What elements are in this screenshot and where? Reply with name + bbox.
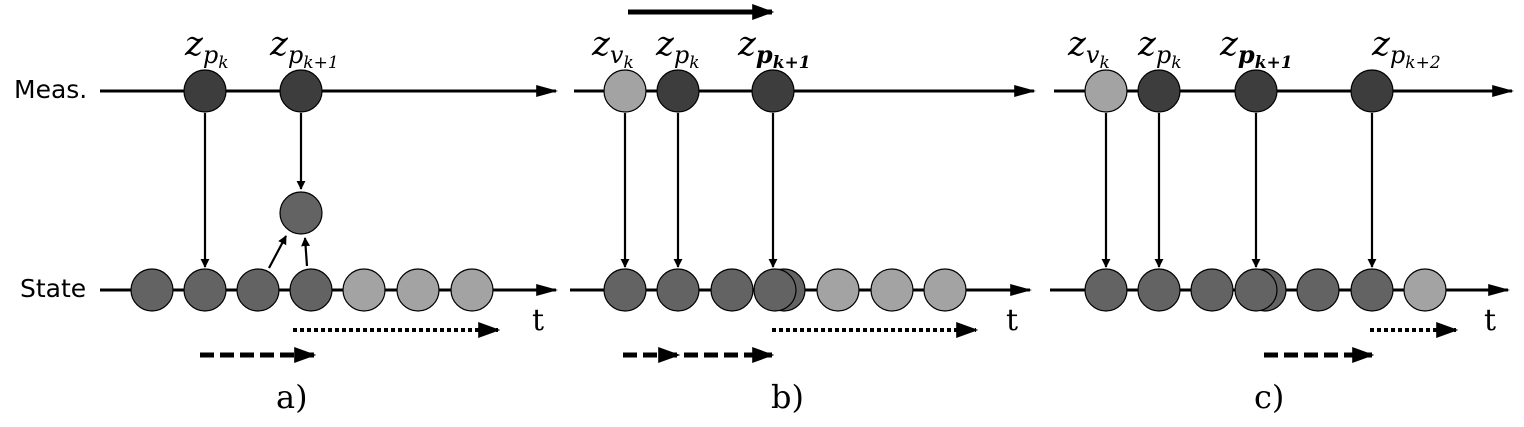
panel-c-meas-label-1: zpk (1137, 24, 1182, 73)
panel-a: t zpk zpk+1 a) (100, 24, 559, 416)
panel-c-state-node (1084, 268, 1128, 312)
panel-b-state-node (753, 268, 797, 312)
panel-b-caption: b) (771, 378, 804, 416)
panel-b-meas-node-vk (603, 69, 647, 113)
panel-c-state-node (1137, 268, 1181, 312)
panel-a-arrow-merge-left (268, 235, 287, 269)
panel-c-meas-label-3: zpk+2 (1371, 24, 1441, 73)
panel-c-state-node (1350, 268, 1394, 312)
panel-b-meas-label-1: zpk (655, 24, 700, 73)
panel-c-state-node (1234, 268, 1278, 312)
panel-a-state-node (342, 268, 386, 312)
panel-b-state-node (816, 268, 860, 312)
panel-a-caption: a) (276, 378, 308, 416)
panel-a-state-node (183, 268, 227, 312)
panel-a-arrow-merge-right (301, 237, 311, 267)
panel-b-time-label: t (1006, 303, 1018, 338)
panel-b-state-node (870, 268, 914, 312)
panel-c-meas-label-2: zpk+1 (1219, 24, 1293, 73)
panel-a-state-node (236, 268, 280, 312)
panel-c-state-node (1296, 268, 1340, 312)
panel-a-meas-node-pk (183, 69, 227, 113)
panel-b-meas-node-pk (656, 69, 700, 113)
panel-c-time-label: t (1484, 303, 1496, 338)
panel-b-state-node (603, 268, 647, 312)
panel-a-meas-label-0: zpk (184, 24, 229, 73)
panel-b: t zvk zpk zpk+1 b) (570, 4, 1037, 416)
panel-a-meas-node-pk1 (279, 69, 323, 113)
panel-c-meas-node-pk (1137, 69, 1181, 113)
panel-a-state-node (130, 268, 174, 312)
measurements-row-label: Meas. (14, 75, 87, 104)
panel-a-meas-label-1: zpk+1 (269, 24, 339, 73)
panel-b-meas-label-2: zpk+1 (737, 24, 811, 73)
panel-a-state-node (396, 268, 440, 312)
panel-c: t zvk zpk zpk+1 zpk+2 c) (1050, 24, 1515, 416)
panel-c-meas-label-0: zvk (1067, 24, 1110, 73)
panel-c-state-node (1403, 268, 1447, 312)
panel-b-state-node (656, 268, 700, 312)
panel-b-meas-node-pk1 (751, 69, 795, 113)
panel-c-caption: c) (1254, 378, 1284, 416)
panel-a-state-node (289, 268, 333, 312)
state-row-label: State (20, 274, 86, 303)
panel-c-meas-node-pk2 (1350, 69, 1394, 113)
panel-a-intermediate-node (279, 191, 323, 235)
panel-c-meas-node-pk1 (1234, 69, 1278, 113)
panel-b-meas-label-0: zvk (591, 24, 634, 73)
panel-b-state-node (923, 268, 967, 312)
panel-c-state-node (1190, 268, 1234, 312)
panel-c-meas-node-vk (1084, 69, 1128, 113)
panel-b-state-node (710, 268, 754, 312)
panel-a-state-node (450, 268, 494, 312)
panel-a-time-label: t (532, 303, 544, 338)
